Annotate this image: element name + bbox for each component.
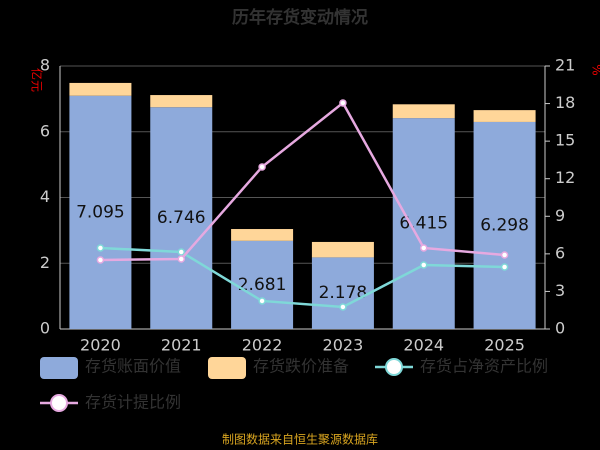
line <box>100 101 505 262</box>
x-tick-label: 2021 <box>161 336 202 355</box>
bar <box>392 104 455 119</box>
y2-tick-label: 21 <box>555 56 575 75</box>
y2-tick-label: 18 <box>555 93 575 112</box>
point <box>258 297 266 305</box>
legend-swatch <box>40 357 78 379</box>
point <box>420 261 428 269</box>
bar <box>392 118 455 329</box>
legend-label: 存货占净资产比例 <box>420 357 548 376</box>
bar <box>150 95 213 108</box>
legend-label: 存货账面价值 <box>85 357 181 376</box>
bar <box>311 241 374 258</box>
legend-item[interactable]: 存货计提比例 <box>40 393 181 412</box>
y-tick-label: 2 <box>40 253 50 272</box>
bar <box>69 82 132 96</box>
point <box>177 248 185 256</box>
point <box>96 256 105 264</box>
x-tick-label: 2023 <box>323 336 364 355</box>
point <box>339 303 347 311</box>
legend-swatch <box>208 357 246 379</box>
point <box>96 244 105 252</box>
y-tick-label: 6 <box>40 121 50 140</box>
y2-axis-label: % <box>590 64 600 75</box>
legend-item[interactable]: 存货跌价准备 <box>208 357 349 380</box>
point <box>258 163 266 171</box>
x-tick-label: 2022 <box>242 336 283 355</box>
bar <box>473 110 536 122</box>
legend-label: 存货计提比例 <box>85 393 181 412</box>
legend-item[interactable]: 存货账面价值 <box>40 357 181 380</box>
data-label: 2.681 <box>238 275 287 295</box>
point <box>177 255 185 263</box>
y2-tick-label: 12 <box>555 168 575 187</box>
y2-tick-label: 15 <box>555 131 575 150</box>
y2-tick-label: 9 <box>555 206 565 225</box>
y-axis-label: 亿元 <box>30 68 45 92</box>
y-tick-label: 8 <box>40 56 50 75</box>
point <box>500 251 509 259</box>
bar <box>231 240 294 329</box>
footer: 制图数据来自恒生聚源数据库 <box>222 432 378 447</box>
bar <box>69 95 132 329</box>
y2-tick-label: 6 <box>555 243 565 262</box>
legend-item[interactable]: 存货占净资产比例 <box>375 357 548 376</box>
point <box>339 99 347 107</box>
data-label: 6.746 <box>157 208 206 228</box>
y-tick-label: 4 <box>40 187 50 206</box>
legend-marker <box>50 394 68 412</box>
x-tick-label: 2020 <box>80 336 121 355</box>
line <box>100 246 505 309</box>
point <box>420 244 428 252</box>
bar <box>311 257 374 329</box>
data-label: 7.095 <box>76 202 125 222</box>
y-tick-label: 0 <box>40 319 50 338</box>
x-tick-label: 2024 <box>403 336 444 355</box>
bar <box>150 107 213 329</box>
y2-tick-label: 0 <box>555 319 565 338</box>
legend-label: 存货跌价准备 <box>253 357 349 376</box>
data-label: 6.298 <box>480 215 529 235</box>
point <box>500 263 509 271</box>
bar <box>231 229 294 241</box>
y2-tick-label: 3 <box>555 281 565 300</box>
bar <box>473 121 536 329</box>
chart-title: 历年存货变动情况 <box>232 7 368 28</box>
x-tick-label: 2025 <box>484 336 525 355</box>
data-label: 2.178 <box>319 283 368 303</box>
legend-marker <box>385 358 403 376</box>
